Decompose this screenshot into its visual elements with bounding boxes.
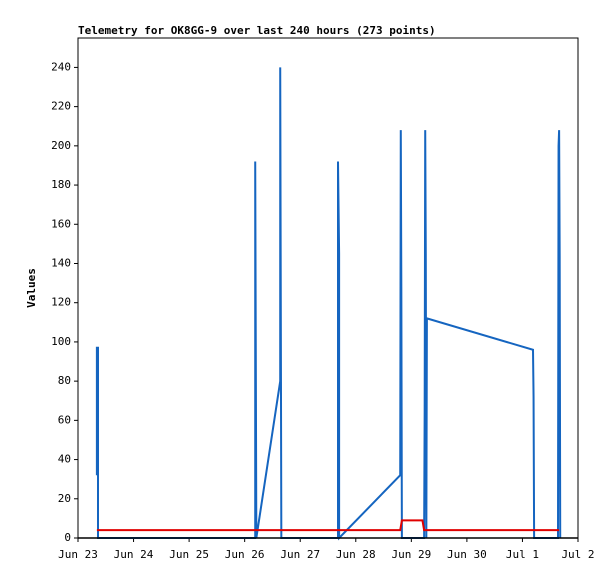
line-series xyxy=(95,67,562,541)
plot-frame xyxy=(77,37,579,539)
y-tick-label: 80 xyxy=(58,374,71,387)
y-tick-label: 100 xyxy=(51,335,71,348)
y-tick-label: 0 xyxy=(64,531,71,544)
y-tick-label: 40 xyxy=(58,453,71,466)
x-tick-label: Jul 2 xyxy=(561,548,594,561)
y-tick-label: 200 xyxy=(51,139,71,152)
x-tick-label: Jun 26 xyxy=(225,548,265,561)
x-tick-label: Jun 29 xyxy=(391,548,431,561)
y-tick-label: 240 xyxy=(51,60,71,73)
y-tick-label: 20 xyxy=(58,492,71,505)
y-tick-label: 160 xyxy=(51,217,71,230)
y-tick-label: 220 xyxy=(51,100,71,113)
x-tick-label: Jun 30 xyxy=(447,548,487,561)
chart-title: Telemetry for OK8GG-9 over last 240 hour… xyxy=(78,24,436,37)
y-tick-label: 180 xyxy=(51,178,71,191)
y-tick-label: 140 xyxy=(51,256,71,269)
x-tick-label: Jun 24 xyxy=(114,548,154,561)
x-tick-label: Jun 23 xyxy=(58,548,98,561)
y-tick-label: 120 xyxy=(51,296,71,309)
y-axis-label: Values xyxy=(25,268,38,308)
x-tick-label: Jun 28 xyxy=(336,548,376,561)
x-tick-label: Jun 27 xyxy=(280,548,320,561)
y-tick-label: 60 xyxy=(58,413,71,426)
line-series xyxy=(96,519,560,532)
x-tick-label: Jun 25 xyxy=(169,548,209,561)
x-tick-label: Jul 1 xyxy=(506,548,539,561)
